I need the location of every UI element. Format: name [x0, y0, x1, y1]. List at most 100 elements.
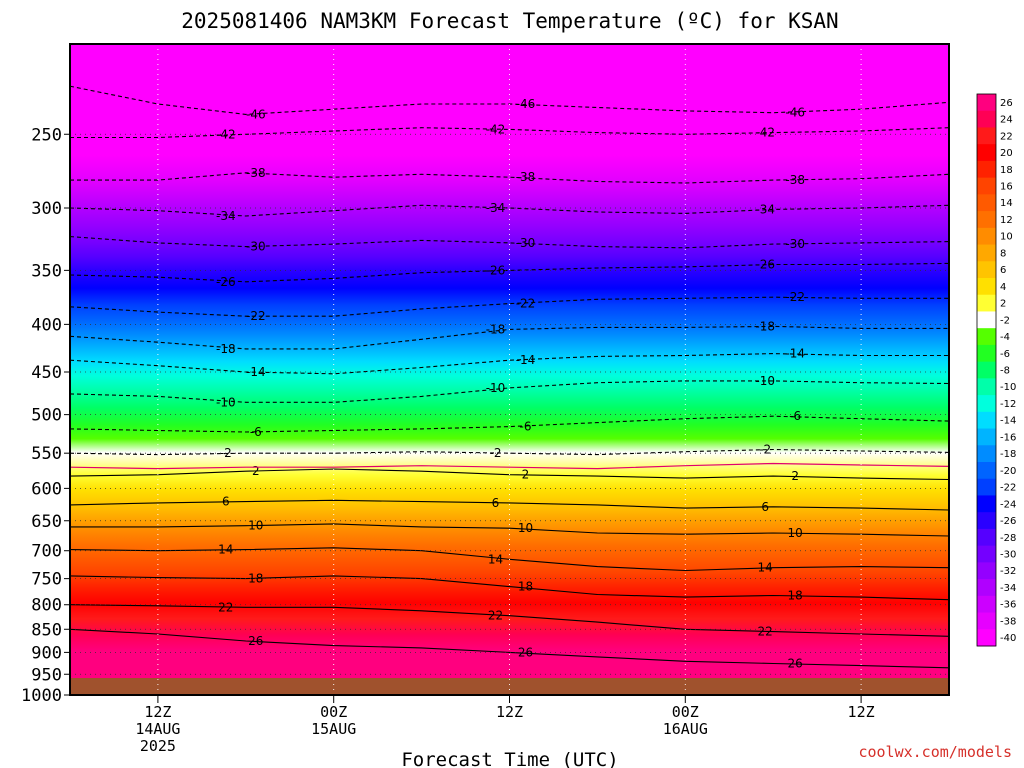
y-tick-label: 500 [31, 406, 62, 426]
isotherm-label: -42 [755, 126, 775, 140]
isotherm-label: -18 [755, 319, 775, 333]
y-tick-label: 400 [31, 315, 62, 335]
isotherm-label: 6 [222, 495, 230, 509]
colorbar-label: 2 [1000, 299, 1006, 310]
freezing-line [70, 462, 949, 470]
colorbar-cell [977, 194, 996, 212]
y-tick-label: 950 [31, 665, 62, 685]
colorbar-label: -40 [1000, 633, 1016, 644]
colorbar-cell [977, 612, 996, 630]
isotherm-line-10 [70, 523, 949, 537]
isotherm-label: -2 [759, 443, 771, 457]
colorbar-label: 20 [1000, 148, 1013, 159]
isotherm-label: 2 [522, 468, 530, 482]
colorbar-label: -6 [1000, 349, 1010, 360]
x-tick-label: 15AUG [311, 720, 356, 738]
isotherm-label: -30 [246, 240, 266, 254]
colorbar-cell [977, 311, 996, 329]
x-tick-label: 16AUG [663, 720, 708, 738]
colorbar-cell [977, 512, 996, 530]
isotherm-label: -6 [250, 425, 262, 439]
y-tick-label: 700 [31, 542, 62, 562]
colorbar-cell [977, 445, 996, 463]
x-tick-label: 2025 [140, 737, 176, 755]
isotherm-label: -10 [216, 395, 236, 409]
y-tick-label: 900 [31, 643, 62, 663]
colorbar-cell [977, 629, 996, 647]
isotherm-label: 10 [248, 519, 263, 533]
colorbar: 26 24 22 20 18 16 14 12 10 8 6 4 2 -2 -4 -6 -8 -10 -12 -14 -… [976, 93, 1016, 647]
isotherm-label: 18 [788, 589, 803, 603]
colorbar-cell [977, 278, 996, 296]
isotherm-label: -38 [516, 170, 536, 184]
colorbar-cell [977, 211, 996, 229]
y-tick-label: 650 [31, 512, 62, 532]
colorbar-cell [977, 361, 996, 379]
y-tick-label: 750 [31, 570, 62, 590]
isotherm-label: -14 [516, 353, 536, 367]
colorbar-cell [977, 411, 996, 430]
colorbar-label: -34 [1000, 583, 1016, 594]
colorbar-cell [977, 462, 996, 480]
colorbar-cell [977, 545, 996, 563]
colorbar-frame [976, 93, 997, 647]
isotherm-line-18 [70, 575, 949, 601]
isotherm-label: 6 [492, 496, 500, 510]
colorbar-label: -14 [1000, 416, 1016, 427]
isotherm-line-6 [70, 499, 949, 511]
colorbar-cell [977, 328, 996, 346]
colorbar-label: -8 [1000, 366, 1010, 377]
y-tick-label: 800 [31, 596, 62, 616]
isotherm-label: 10 [518, 521, 533, 535]
colorbar-label: -12 [1000, 399, 1016, 410]
x-tick-label: 00Z [672, 703, 699, 721]
colorbar-cell [977, 177, 996, 195]
colorbar-label: -10 [1000, 382, 1016, 393]
colorbar-label: -26 [1000, 516, 1016, 527]
colorbar-cell [977, 160, 996, 179]
colorbar-label: 22 [1000, 131, 1013, 142]
x-tick-label: 12Z [144, 703, 171, 721]
isotherm-label: -38 [785, 173, 805, 187]
colorbar-label: -24 [1000, 499, 1016, 510]
colorbar-label: -32 [1000, 566, 1016, 577]
colorbar-label: -4 [1000, 332, 1010, 343]
isotherm-label: 2 [252, 464, 260, 478]
isotherm-label: 10 [788, 526, 803, 540]
colorbar-label: -2 [1000, 315, 1010, 326]
colorbar-cell [977, 244, 996, 262]
y-tick-label: 450 [31, 363, 62, 383]
colorbar-label: -30 [1000, 550, 1016, 561]
isotherm-label: -22 [246, 309, 266, 323]
colorbar-label: 24 [1000, 115, 1013, 126]
isotherm-line-26 [70, 628, 949, 669]
isotherm-label: 14 [488, 552, 503, 566]
isotherm-label: 14 [758, 561, 773, 575]
colorbar-label: 6 [1000, 265, 1006, 276]
x-axis-title: Forecast Time (UTC) [401, 749, 618, 768]
colorbar-label: -22 [1000, 483, 1016, 494]
grid-lines [70, 44, 949, 695]
isotherm-label: -6 [520, 420, 532, 434]
isotherm-label: -26 [216, 275, 236, 289]
y-tick-label: 250 [31, 125, 62, 145]
terrain-fill [70, 678, 949, 695]
colorbar-cell [977, 227, 996, 246]
colorbar-cell [977, 94, 996, 112]
y-axis: 250 300 350 400 450 500 550 600 650 700 750 800 850 9… [21, 125, 70, 706]
isotherm-label: -18 [486, 322, 506, 336]
isotherm-label: -34 [216, 209, 236, 223]
colorbar-cell [977, 127, 996, 145]
isotherm-label: -34 [755, 202, 775, 216]
x-tick-label: 00Z [320, 703, 347, 721]
colorbar-cell [977, 344, 996, 363]
isotherm-label: -26 [755, 258, 775, 272]
colorbar-label: 8 [1000, 248, 1006, 259]
colorbar-cell [977, 395, 996, 413]
colorbar-label: 16 [1000, 182, 1013, 193]
colorbar-cell [977, 595, 996, 614]
colorbar-label: -18 [1000, 449, 1016, 460]
colorbar-cell [977, 579, 996, 597]
colorbar-cell [977, 428, 996, 446]
colorbar-label: 26 [1000, 98, 1013, 109]
